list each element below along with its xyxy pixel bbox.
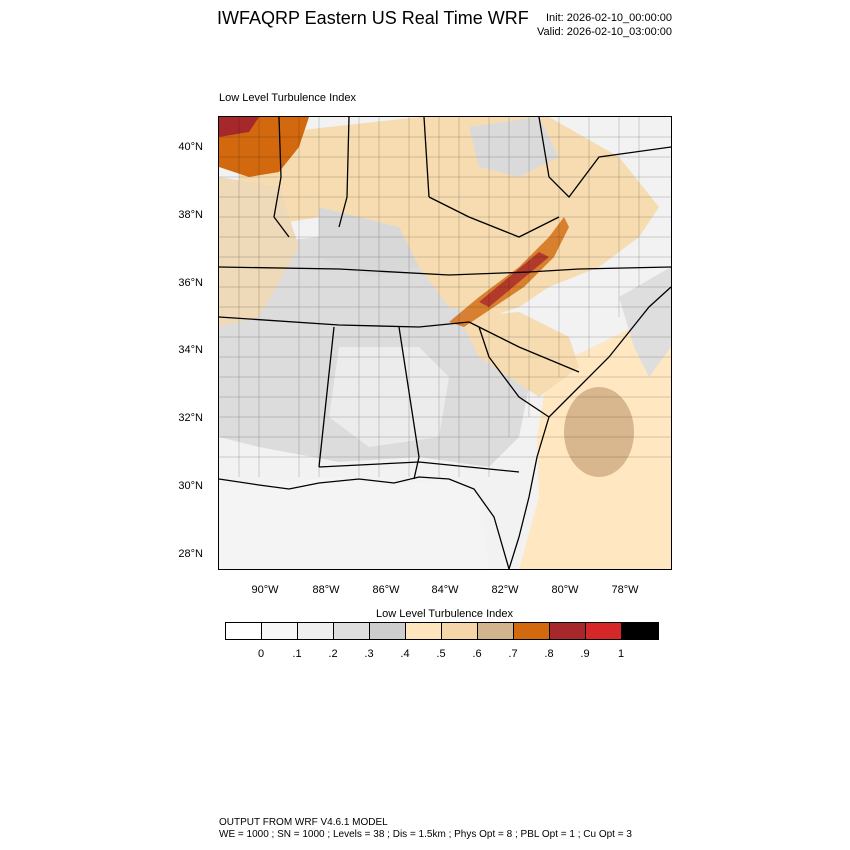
lat-label: 34°N [178,344,203,356]
colorbar-swatch [514,623,550,639]
colorbar-label: .9 [580,648,590,660]
gulf-of-mexico [219,477,489,569]
colorbar-label: .6 [472,648,482,660]
colorbar-label: 1 [617,648,625,660]
appalachian-ridge-zone [449,217,569,327]
colorbar-label: 0 [257,648,265,660]
colorbar-swatch [442,623,478,639]
lon-label: 86°W [372,584,400,596]
map-title: Low Level Turbulence Index [219,92,356,104]
colorbar-swatch [370,623,406,639]
colorbar-swatch [586,623,622,639]
ohio-grey-zone [469,117,559,177]
colorbar-label: .5 [436,648,446,660]
lat-label: 32°N [178,412,203,424]
init-time-label: Init: 2026-02-10_00:00:00 [546,12,672,24]
county-grid [219,117,671,477]
colorbar-label: .4 [400,648,410,660]
lon-label: 82°W [491,584,519,596]
lat-label: 40°N [178,141,203,153]
appalachian-peak-zone [479,252,549,307]
colorbar-label: .3 [364,648,374,660]
lon-label: 80°W [551,584,579,596]
colorbar-swatch [406,623,442,639]
map-panel [218,116,672,570]
colorbar-swatch [226,623,262,639]
colorbar [225,622,659,640]
colorbar-label: .1 [292,648,302,660]
turbulence-map [219,117,671,569]
lon-label: 88°W [312,584,340,596]
colorbar-label: .7 [508,648,518,660]
model-settings-line: WE = 1000 ; SN = 1000 ; Levels = 38 ; Di… [219,829,632,840]
page-title: IWFAQRP Eastern US Real Time WRF [217,8,529,28]
atlantic-coastline [508,286,671,569]
colorbar-swatch [298,623,334,639]
kentucky-grey-zone [319,207,419,277]
colorbar-swatch [334,623,370,639]
lat-label: 28°N [178,548,203,560]
lon-label: 78°W [611,584,639,596]
lat-label: 38°N [178,209,203,221]
gulf-coastline [219,476,510,569]
lon-label: 84°W [431,584,459,596]
colorbar-title: Low Level Turbulence Index [376,608,513,620]
lat-label: 36°N [178,277,203,289]
lon-label: 90°W [251,584,279,596]
valid-time-label: Valid: 2026-02-10_03:00:00 [537,26,672,38]
colorbar-label: .2 [328,648,338,660]
lat-label: 30°N [178,480,203,492]
ocean-high-zone [564,387,634,477]
colorbar-swatch [262,623,298,639]
offshore-grey-zone [619,267,671,377]
colorbar-swatch [478,623,514,639]
colorbar-label: .8 [544,648,554,660]
model-info-line: OUTPUT FROM WRF V4.6.1 MODEL [219,817,388,828]
colorbar-swatch [550,623,586,639]
colorbar-swatch [622,623,658,639]
